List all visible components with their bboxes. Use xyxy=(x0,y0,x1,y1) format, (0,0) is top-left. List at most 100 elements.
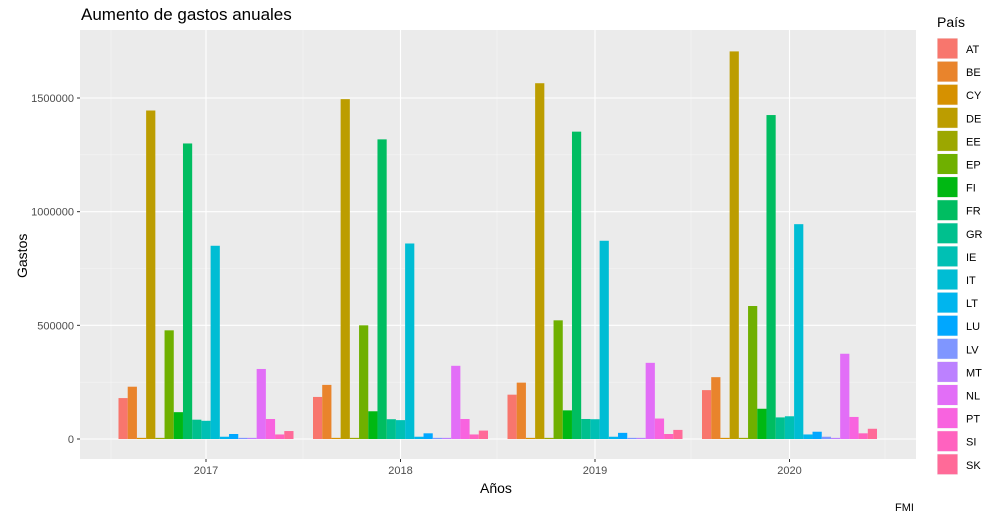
bar-be-2019 xyxy=(516,382,526,439)
bar-ep-2019 xyxy=(553,320,563,439)
legend-label-si: SI xyxy=(966,437,976,449)
bar-fi-2017 xyxy=(173,412,183,439)
bar-lv-2018 xyxy=(432,437,442,439)
x-axis-label: Años xyxy=(480,480,512,496)
bar-ee-2019 xyxy=(544,437,554,439)
legend-key-fr xyxy=(937,200,958,221)
bar-lv-2017 xyxy=(238,437,248,439)
bar-ie-2020 xyxy=(784,416,795,439)
bar-at-2018 xyxy=(313,396,323,439)
legend-key-ee xyxy=(937,130,958,151)
bar-si-2019 xyxy=(664,434,674,439)
bar-si-2018 xyxy=(469,434,479,439)
legend-key-pt xyxy=(937,408,958,429)
bar-mt-2017 xyxy=(247,437,257,439)
bar-ee-2018 xyxy=(349,437,360,439)
bar-gr-2019 xyxy=(581,418,591,439)
legend-label-sk: SK xyxy=(966,460,981,472)
legend-label-fr: FR xyxy=(966,206,981,218)
y-tick-label: 500000 xyxy=(37,320,74,332)
legend-key-ep xyxy=(937,154,958,174)
bar-nl-2019 xyxy=(645,362,655,439)
bar-pt-2018 xyxy=(460,418,470,439)
bar-it-2019 xyxy=(599,240,609,439)
bar-nl-2020 xyxy=(840,353,850,439)
bar-fi-2019 xyxy=(562,410,572,439)
legend-key-de xyxy=(937,107,958,128)
chart-caption: FMI xyxy=(895,502,914,514)
bar-de-2017 xyxy=(146,110,156,439)
legend-key-ie xyxy=(937,246,958,267)
bar-cy-2019 xyxy=(525,437,536,439)
bar-mt-2020 xyxy=(830,437,841,439)
bar-nl-2018 xyxy=(451,365,461,439)
x-tick-label: 2017 xyxy=(194,465,218,477)
bar-gr-2018 xyxy=(386,419,396,439)
bar-ie-2018 xyxy=(395,420,406,439)
bar-cy-2020 xyxy=(720,437,730,439)
legend-label-ep: EP xyxy=(966,160,981,172)
chart-title: Aumento de gastos anuales xyxy=(81,5,292,24)
bar-it-2017 xyxy=(210,245,220,439)
legend-label-gr: GR xyxy=(966,229,983,241)
bar-de-2018 xyxy=(340,99,350,439)
bar-pt-2019 xyxy=(654,418,665,439)
bar-ee-2020 xyxy=(738,437,749,439)
bar-mt-2018 xyxy=(441,437,452,439)
y-tick-label: 1000000 xyxy=(31,207,74,219)
legend-key-lv xyxy=(937,338,958,359)
bar-de-2020 xyxy=(729,51,739,440)
legend-key-gr xyxy=(937,223,958,244)
bar-fi-2020 xyxy=(757,408,767,439)
bar-at-2019 xyxy=(507,394,517,439)
legend-key-lu xyxy=(937,315,958,336)
bar-sk-2017 xyxy=(284,431,294,439)
y-tick-label: 1500000 xyxy=(31,93,74,105)
bar-lt-2019 xyxy=(608,436,619,439)
bar-ep-2017 xyxy=(164,330,174,439)
legend-label-ee: EE xyxy=(966,136,981,148)
bar-it-2018 xyxy=(405,243,415,439)
bar-ie-2019 xyxy=(590,419,600,439)
bar-pt-2017 xyxy=(265,418,276,439)
bar-pt-2020 xyxy=(849,416,859,439)
bar-fr-2017 xyxy=(182,143,193,439)
bar-sk-2018 xyxy=(478,430,488,439)
bar-be-2017 xyxy=(127,386,137,439)
legend-key-cy xyxy=(937,84,958,105)
legend-label-de: DE xyxy=(966,113,981,125)
legend-key-fi xyxy=(937,177,958,198)
bar-sk-2019 xyxy=(673,429,683,439)
bar-lt-2020 xyxy=(803,434,813,439)
x-tick-label: 2018 xyxy=(388,465,412,477)
bar-be-2020 xyxy=(711,377,721,439)
bar-lt-2017 xyxy=(219,436,230,439)
bar-si-2017 xyxy=(275,434,285,439)
bar-at-2017 xyxy=(118,398,128,439)
bar-ee-2017 xyxy=(155,437,165,439)
legend-key-it xyxy=(937,269,958,290)
bar-fr-2020 xyxy=(766,115,776,440)
legend-key-be xyxy=(937,61,958,82)
legend-label-lv: LV xyxy=(966,344,979,356)
y-tick-label: 0 xyxy=(68,434,74,446)
legend-label-lu: LU xyxy=(966,321,980,333)
legend-label-lt: LT xyxy=(966,298,978,310)
bar-cy-2017 xyxy=(136,437,147,439)
legend-label-cy: CY xyxy=(966,90,982,102)
bar-lv-2019 xyxy=(627,437,637,439)
bar-cy-2018 xyxy=(331,437,341,439)
legend-key-sk xyxy=(937,454,958,475)
legend-label-pt: PT xyxy=(966,414,980,426)
legend-key-mt xyxy=(937,361,958,382)
bar-gr-2020 xyxy=(775,417,785,439)
legend-key-si xyxy=(937,431,958,452)
bar-be-2018 xyxy=(322,384,332,439)
bar-si-2020 xyxy=(858,433,868,439)
legend-key-nl xyxy=(937,385,958,405)
bar-fr-2018 xyxy=(377,139,387,439)
bar-ie-2017 xyxy=(201,420,211,439)
bar-de-2019 xyxy=(535,83,545,439)
legend-label-mt: MT xyxy=(966,367,982,379)
